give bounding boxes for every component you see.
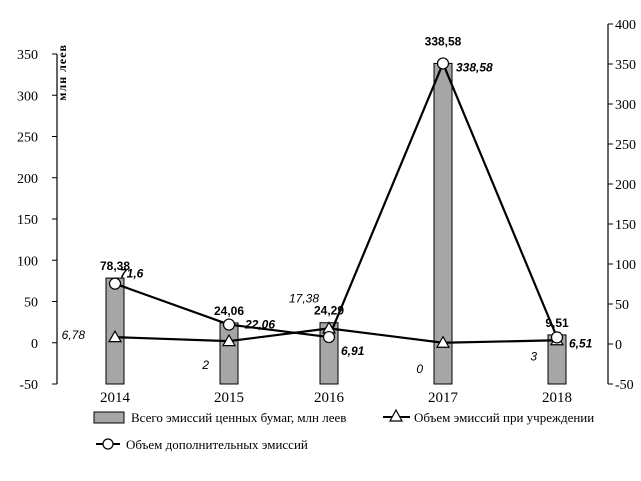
circle-series-label: 6,91 <box>341 344 365 358</box>
y-tick-label-left: 0 <box>31 337 38 352</box>
legend: Всего эмиссий ценных бумаг, млн леев Объе… <box>93 408 594 452</box>
y-tick-label-left: 300 <box>17 89 38 104</box>
y-tick-label-left: 100 <box>17 254 38 269</box>
bars <box>105 62 567 385</box>
legend-label-triangle: Объем эмиссий при учреждении <box>414 410 594 425</box>
y-tick-label-right: -50 <box>615 378 634 393</box>
lines <box>107 57 565 348</box>
point-circle <box>436 57 450 70</box>
y-tick-label-right: 350 <box>615 58 636 73</box>
point-triangle <box>107 329 123 343</box>
bar-value-label: 24,06 <box>214 304 244 318</box>
point-circle <box>550 331 564 344</box>
y-tick-label-right: 50 <box>615 298 629 313</box>
y-tick-label-right: 400 <box>615 18 636 33</box>
legend-label-bar: Всего эмиссий ценных бумаг, млн леев <box>131 410 346 425</box>
y-tick-label-left: 50 <box>24 296 38 311</box>
bar-value-label: 9,51 <box>545 316 569 330</box>
triangle-series-label: 3 <box>530 349 537 363</box>
legend-label-circle: Объем дополнительных эмиссий <box>126 437 308 452</box>
x-tick-label: 2018 <box>542 390 572 406</box>
y-tick-label-left: 200 <box>17 172 38 187</box>
legend-marker-circle <box>102 438 114 450</box>
y-tick-label-right: 100 <box>615 258 636 273</box>
x-tick-label: 2016 <box>314 390 345 406</box>
triangle-series-label: 2 <box>201 358 209 372</box>
ticks: 350300250200150100500-504003503002502001… <box>17 18 636 406</box>
circle-series-label: 338,58 <box>456 60 493 74</box>
legend-swatch-bar <box>93 411 125 424</box>
point-circle <box>108 277 122 290</box>
triangle-series-label: 6,78 <box>62 328 86 342</box>
point-circle <box>322 330 336 344</box>
triangle-series-label: 17,38 <box>289 291 319 305</box>
circle-series-label: 71,6 <box>120 267 144 281</box>
y-tick-label-right: 150 <box>615 218 636 233</box>
point-triangle <box>435 335 451 348</box>
series-line-circle <box>114 60 559 339</box>
point-triangle <box>221 333 237 347</box>
bar-value-label: 24,29 <box>314 304 344 318</box>
y-tick-label-right: 300 <box>615 98 636 113</box>
y-tick-label-left: 150 <box>17 213 38 228</box>
y-tick-label-right: 0 <box>615 338 622 353</box>
bar-value-label: 78,38 <box>100 259 130 273</box>
y-axis-label: млн леев <box>55 44 69 101</box>
triangle-series-label: 0 <box>416 362 423 376</box>
y-tick-label-right: 250 <box>615 138 636 153</box>
circle-series-label: 22,06 <box>244 318 275 332</box>
legend-marker-triangle <box>388 408 404 422</box>
y-tick-label-left: 250 <box>17 131 38 146</box>
x-tick-label: 2017 <box>428 390 459 406</box>
x-tick-label: 2014 <box>100 390 131 406</box>
y-tick-label-left: -50 <box>19 378 38 393</box>
y-tick-label-right: 200 <box>615 178 636 193</box>
x-tick-label: 2015 <box>214 390 244 406</box>
bar-value-label: 338,58 <box>425 34 462 48</box>
y-tick-label-left: 350 <box>17 48 38 63</box>
point-circle <box>222 318 236 331</box>
bar <box>219 322 239 385</box>
circle-series-label: 6,51 <box>569 336 593 350</box>
